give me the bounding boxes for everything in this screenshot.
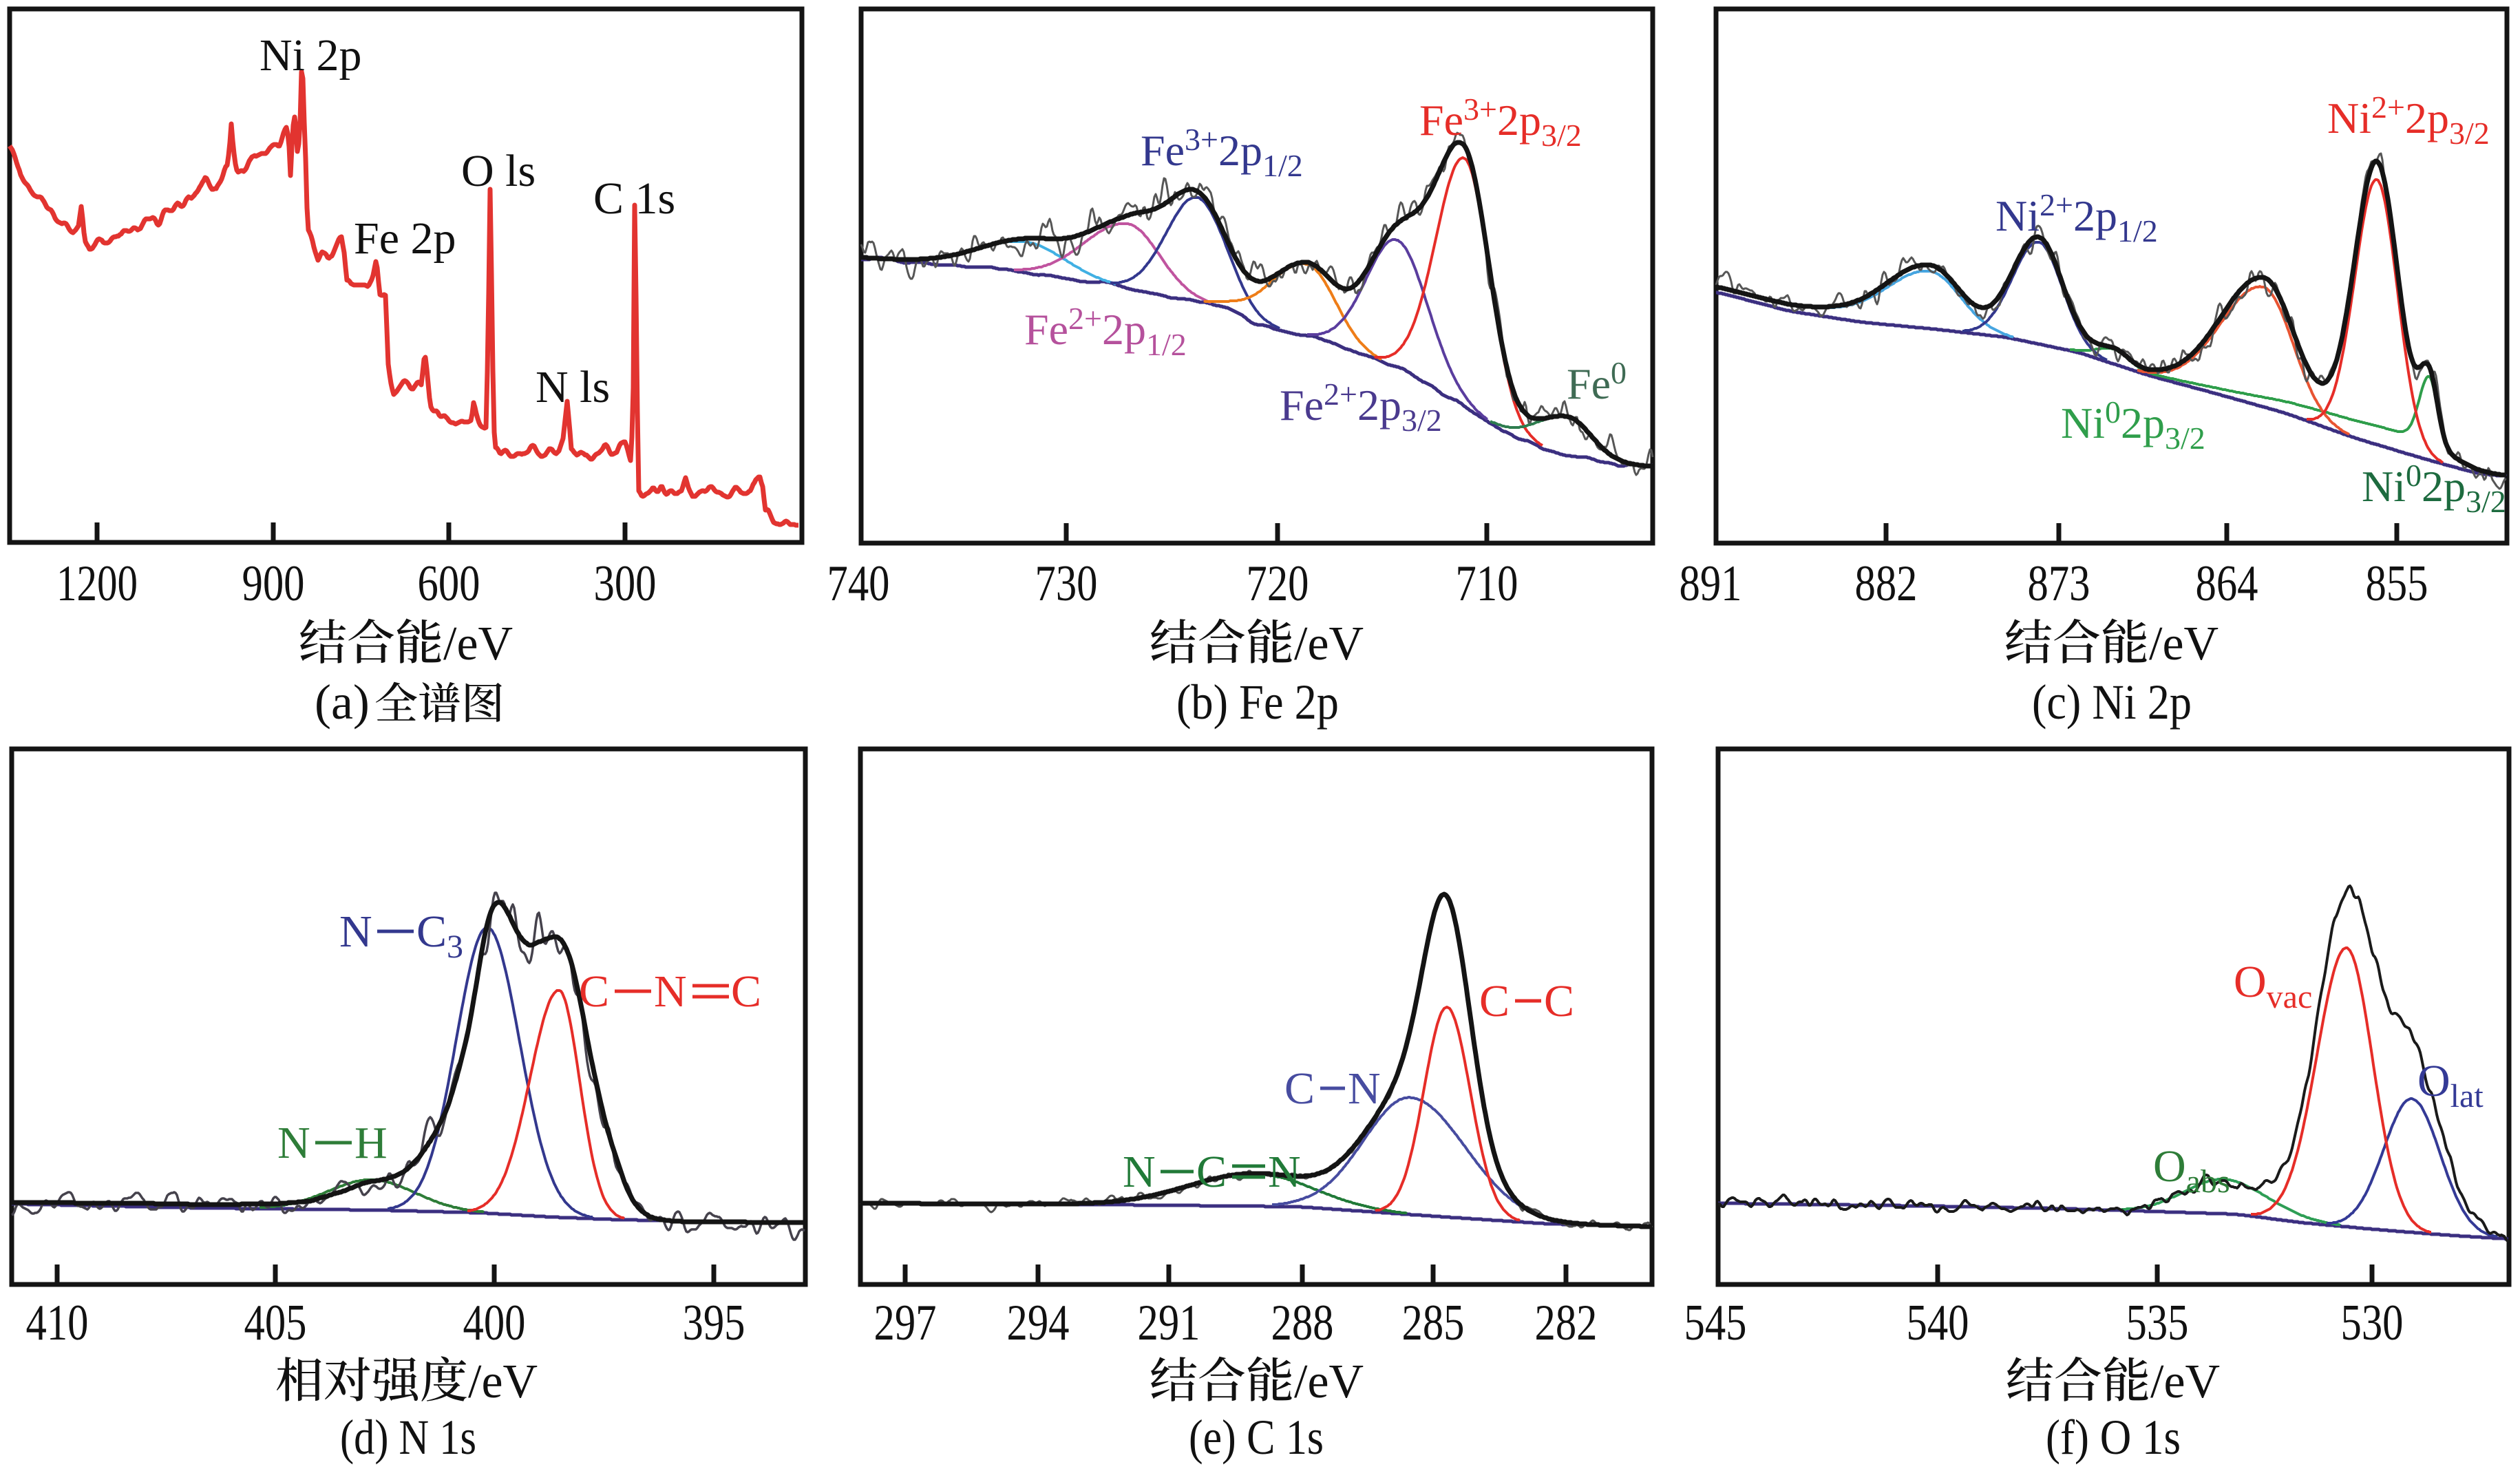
svg-text:O ls: O ls	[461, 146, 536, 196]
svg-text:Ni02p3/2: Ni02p3/2	[2362, 458, 2506, 519]
svg-text:855: 855	[2366, 555, 2428, 612]
svg-text:400: 400	[463, 1295, 526, 1351]
svg-text:900: 900	[242, 555, 305, 612]
svg-text:C: C	[1479, 976, 1510, 1026]
svg-text:Ni02p3/2: Ni02p3/2	[2061, 394, 2205, 456]
svg-text:285: 285	[1402, 1295, 1465, 1351]
svg-text:(e) C 1s: (e) C 1s	[1189, 1410, 1324, 1465]
svg-text:Ni 2p: Ni 2p	[260, 30, 362, 81]
svg-text:/eV: /eV	[443, 617, 513, 670]
svg-text:873: 873	[2028, 555, 2090, 612]
svg-text:Ni2+2p3/2: Ni2+2p3/2	[2327, 89, 2490, 151]
svg-text:600: 600	[418, 555, 480, 612]
svg-text:(f) O 1s: (f) O 1s	[2046, 1410, 2181, 1465]
svg-text:730: 730	[1035, 555, 1098, 612]
svg-text:/eV: /eV	[468, 1355, 538, 1408]
svg-text:/eV: /eV	[1294, 1355, 1364, 1408]
svg-text:(c) Ni 2p: (c) Ni 2p	[2032, 675, 2192, 730]
svg-text:1200: 1200	[56, 555, 138, 612]
svg-text:C: C	[579, 966, 609, 1017]
svg-text:C: C	[731, 966, 761, 1017]
svg-text:N: N	[277, 1118, 310, 1168]
svg-text:/eV: /eV	[1294, 617, 1364, 670]
svg-text:C: C	[1284, 1063, 1315, 1114]
svg-text:/eV: /eV	[2150, 1355, 2220, 1408]
svg-text:N: N	[1348, 1063, 1381, 1114]
svg-text:Fe 2p: Fe 2p	[354, 213, 456, 264]
svg-text:291: 291	[1138, 1295, 1200, 1351]
svg-text:405: 405	[244, 1295, 307, 1351]
svg-text:864: 864	[2196, 555, 2258, 612]
svg-text:N: N	[339, 907, 372, 957]
svg-text:C: C	[1196, 1147, 1227, 1197]
svg-text:N ls: N ls	[536, 362, 610, 412]
svg-text:288: 288	[1271, 1295, 1334, 1351]
svg-text:294: 294	[1007, 1295, 1070, 1351]
svg-text:530: 530	[2341, 1295, 2404, 1351]
svg-text:N: N	[1268, 1147, 1301, 1197]
svg-text:740: 740	[827, 555, 890, 612]
svg-text:710: 710	[1456, 555, 1518, 612]
svg-text:535: 535	[2126, 1295, 2189, 1351]
svg-text:282: 282	[1535, 1295, 1598, 1351]
svg-text:C: C	[1544, 976, 1574, 1026]
svg-text:(d) N 1s: (d) N 1s	[340, 1410, 476, 1465]
svg-text:(b) Fe 2p: (b) Fe 2p	[1176, 675, 1339, 730]
svg-text:C 1s: C 1s	[593, 173, 675, 224]
svg-text:410: 410	[26, 1295, 89, 1351]
svg-text:891: 891	[1680, 555, 1742, 612]
svg-text:882: 882	[1855, 555, 1918, 612]
svg-text:297: 297	[874, 1295, 937, 1351]
svg-text:N: N	[654, 966, 687, 1017]
svg-text:300: 300	[594, 555, 657, 612]
svg-text:H: H	[354, 1118, 388, 1168]
svg-text:540: 540	[1907, 1295, 1969, 1351]
svg-text:545: 545	[1684, 1295, 1747, 1351]
svg-text:395: 395	[683, 1295, 745, 1351]
svg-text:720: 720	[1247, 555, 1309, 612]
svg-text:N: N	[1123, 1147, 1156, 1197]
svg-text:(a): (a)	[315, 675, 370, 730]
svg-text:/eV: /eV	[2149, 617, 2219, 670]
